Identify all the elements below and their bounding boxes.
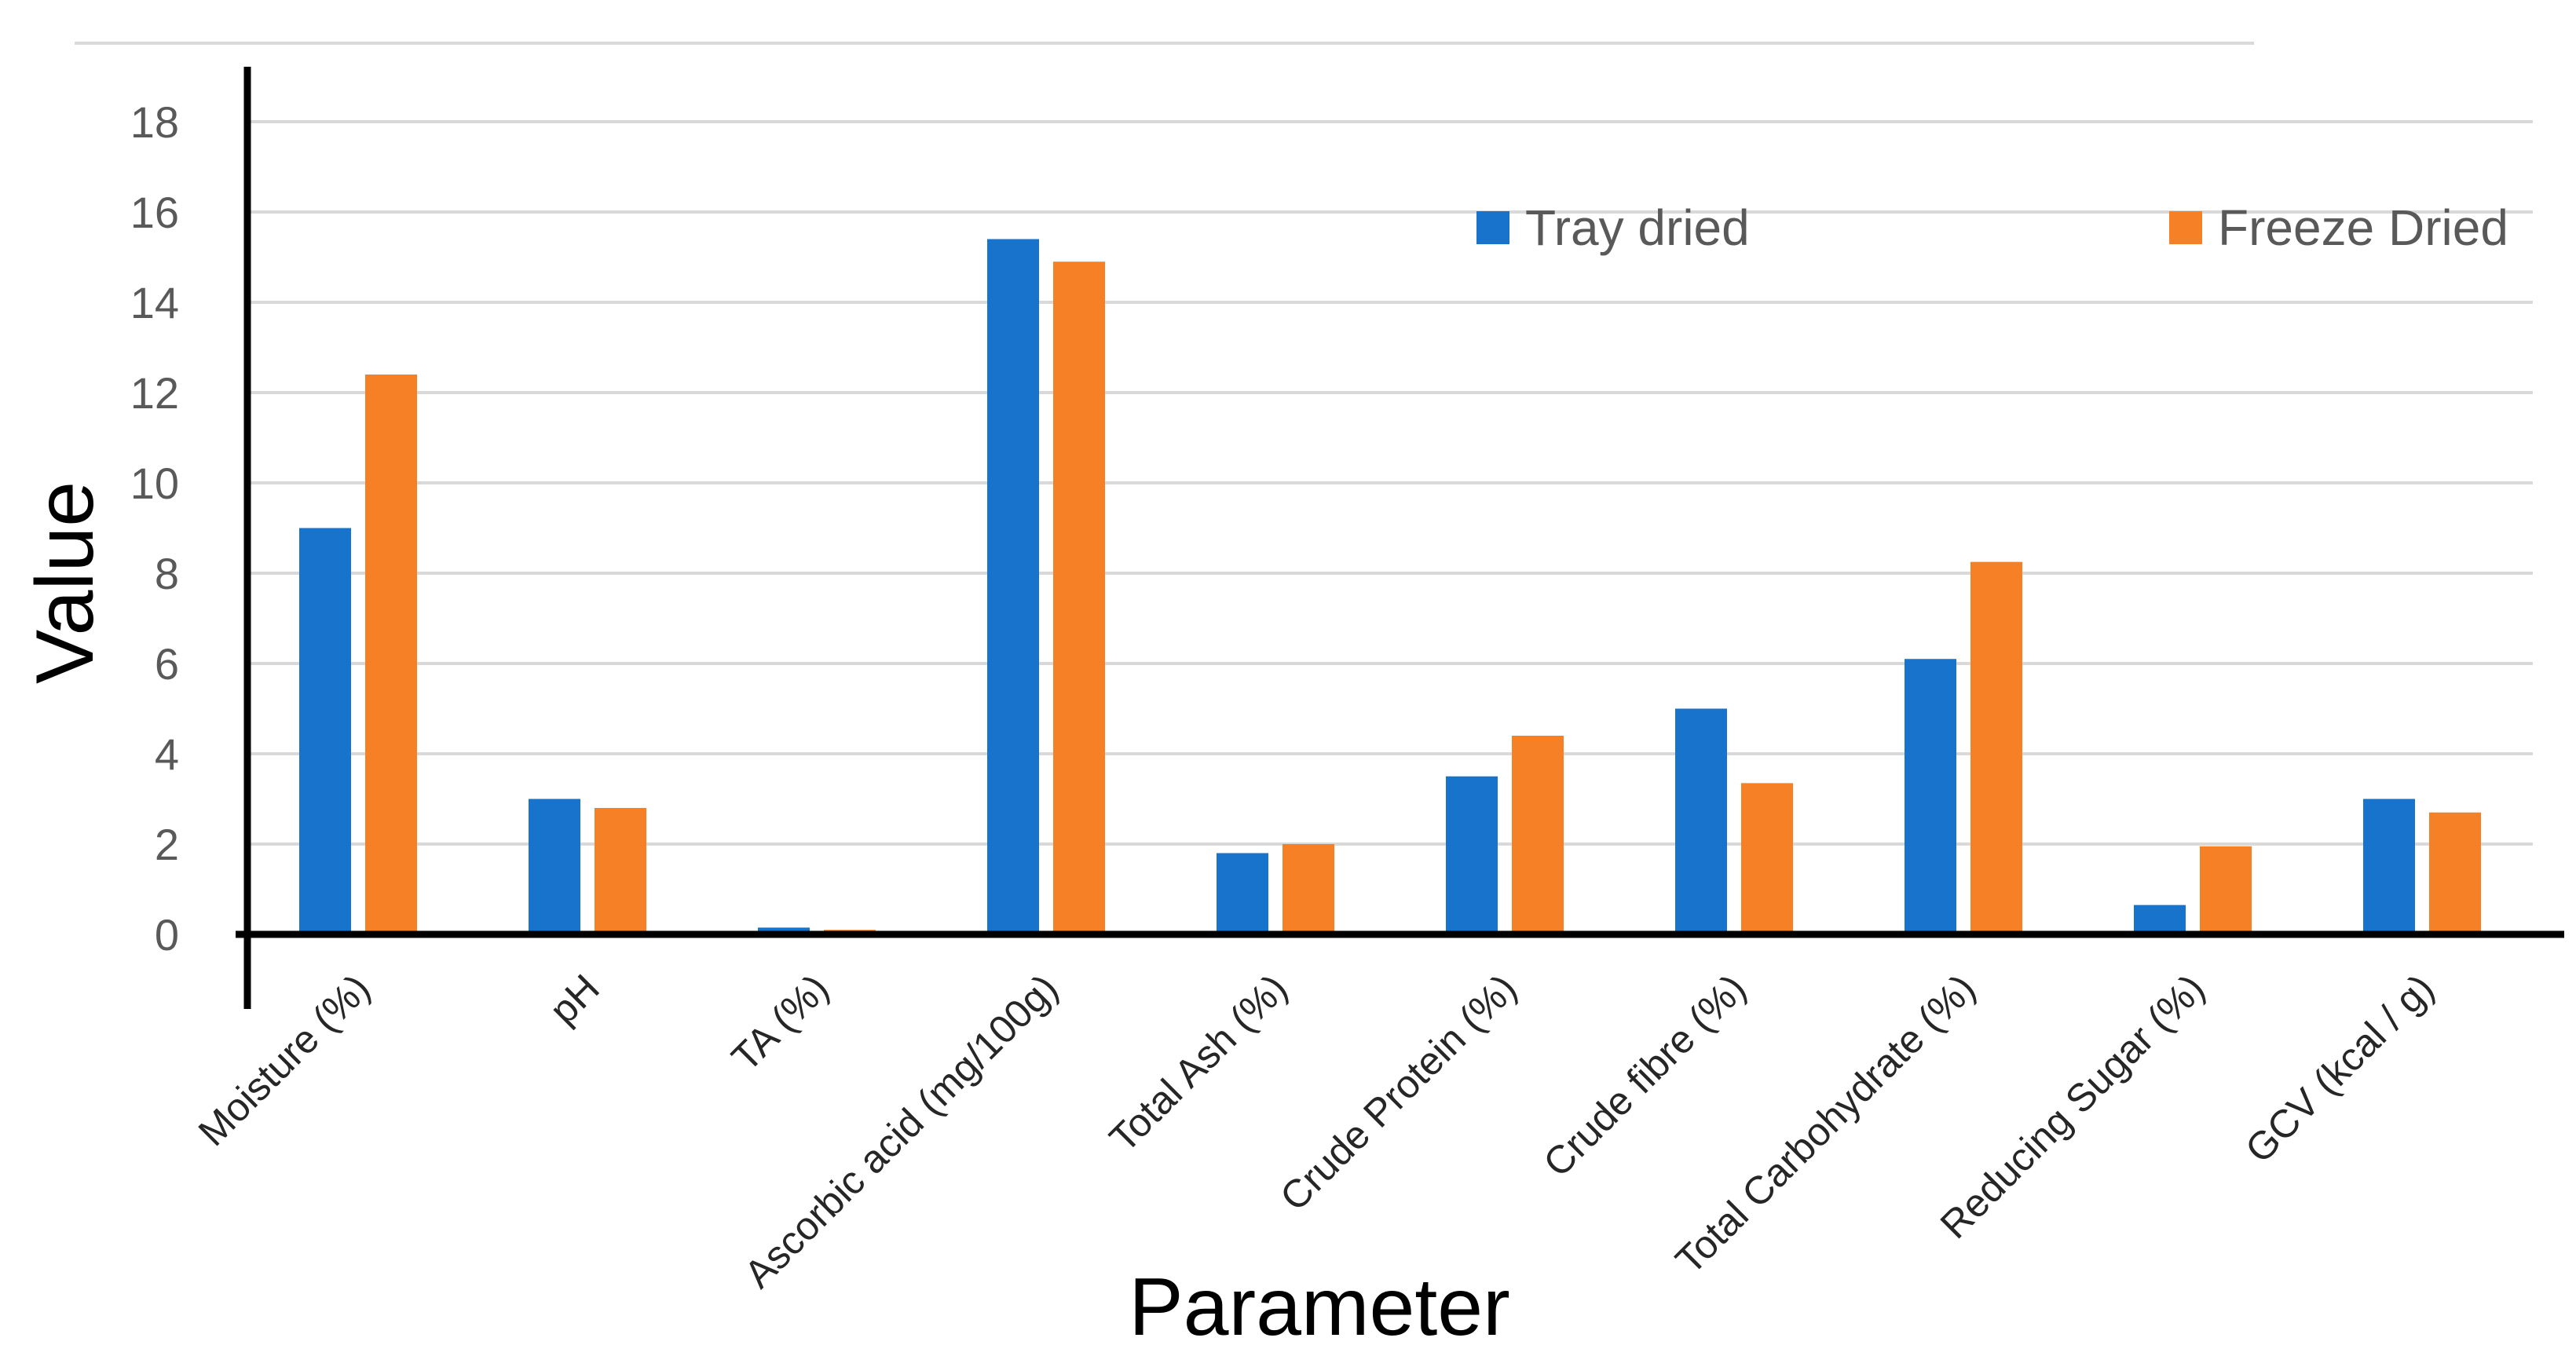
bar-freeze-dried-total-carbohydrate (1970, 561, 2022, 934)
bar-tray-dried-ph (529, 799, 580, 934)
y-tick-label-2: 2 (155, 820, 179, 869)
bar-freeze-dried-crude-protein (1512, 736, 1564, 934)
x-tick-label-gcv-kcal-g: GCV (kcal / g) (2237, 966, 2442, 1171)
legend-label-freeze-dried: Freeze Dried (2218, 199, 2508, 256)
legend-swatch-tray-dried (1476, 211, 1509, 244)
bar-freeze-dried-moisture (365, 375, 417, 934)
bar-tray-dried-crude-fibre (1675, 708, 1727, 934)
x-tick-label-ph: pH (541, 966, 608, 1033)
x-tick-label-reducing-sugar: Reducing Sugar (%) (1932, 966, 2213, 1247)
y-tick-labels: 0 2 4 6 8 10 12 14 16 18 (130, 97, 179, 959)
y-tick-label-4: 4 (155, 729, 179, 779)
x-tick-label-crude-protein: Crude Protein (%) (1272, 966, 1525, 1219)
bar-tray-dried-total-carbohydrate (1905, 659, 1956, 934)
bar-tray-dried-total-ash (1217, 853, 1268, 934)
x-tick-labels: Moisture (%) pH TA (%)Ascorbic acid (mg/10… (190, 966, 2442, 1296)
y-tick-label-18: 18 (130, 97, 179, 147)
y-tick-label-0: 0 (155, 910, 179, 959)
x-tick-label-crude-fibre: Crude fibre (%) (1535, 966, 1754, 1185)
x-axis-title: Parameter (1129, 1262, 1510, 1353)
y-axis-title: Value (20, 481, 111, 684)
bar-freeze-dried-total-ash (1283, 844, 1334, 934)
bar-tray-dried-moisture (299, 528, 351, 934)
x-tick-label-ta: TA (%) (723, 966, 837, 1080)
legend-swatch-freeze-dried (2169, 211, 2202, 244)
bar-tray-dried-ascorbic-acid-mg-100g (987, 239, 1039, 934)
y-tick-label-12: 12 (130, 368, 179, 418)
y-tick-label-10: 10 (130, 459, 179, 508)
x-tick-label-total-ash: Total Ash (%) (1101, 966, 1296, 1160)
bars (299, 239, 2481, 934)
bar-tray-dried-reducing-sugar (2134, 905, 2186, 934)
bar-freeze-dried-ascorbic-acid-mg-100g (1053, 261, 1105, 934)
bar-freeze-dried-gcv-kcal-g (2429, 812, 2481, 934)
y-tick-label-16: 16 (130, 188, 179, 237)
legend-label-tray-dried: Tray dried (1525, 199, 1750, 256)
bar-freeze-dried-reducing-sugar (2200, 846, 2252, 934)
bar-tray-dried-crude-protein (1446, 776, 1498, 934)
legend: Tray dried Freeze Dried (1476, 199, 2508, 256)
y-tick-label-6: 6 (155, 639, 179, 689)
bar-freeze-dried-ph (595, 808, 646, 934)
y-tick-label-8: 8 (155, 549, 179, 598)
x-tick-label-moisture: Moisture (%) (190, 966, 379, 1154)
bar-tray-dried-gcv-kcal-g (2363, 799, 2415, 934)
y-tick-label-14: 14 (130, 278, 179, 327)
bar-freeze-dried-crude-fibre (1741, 783, 1793, 934)
